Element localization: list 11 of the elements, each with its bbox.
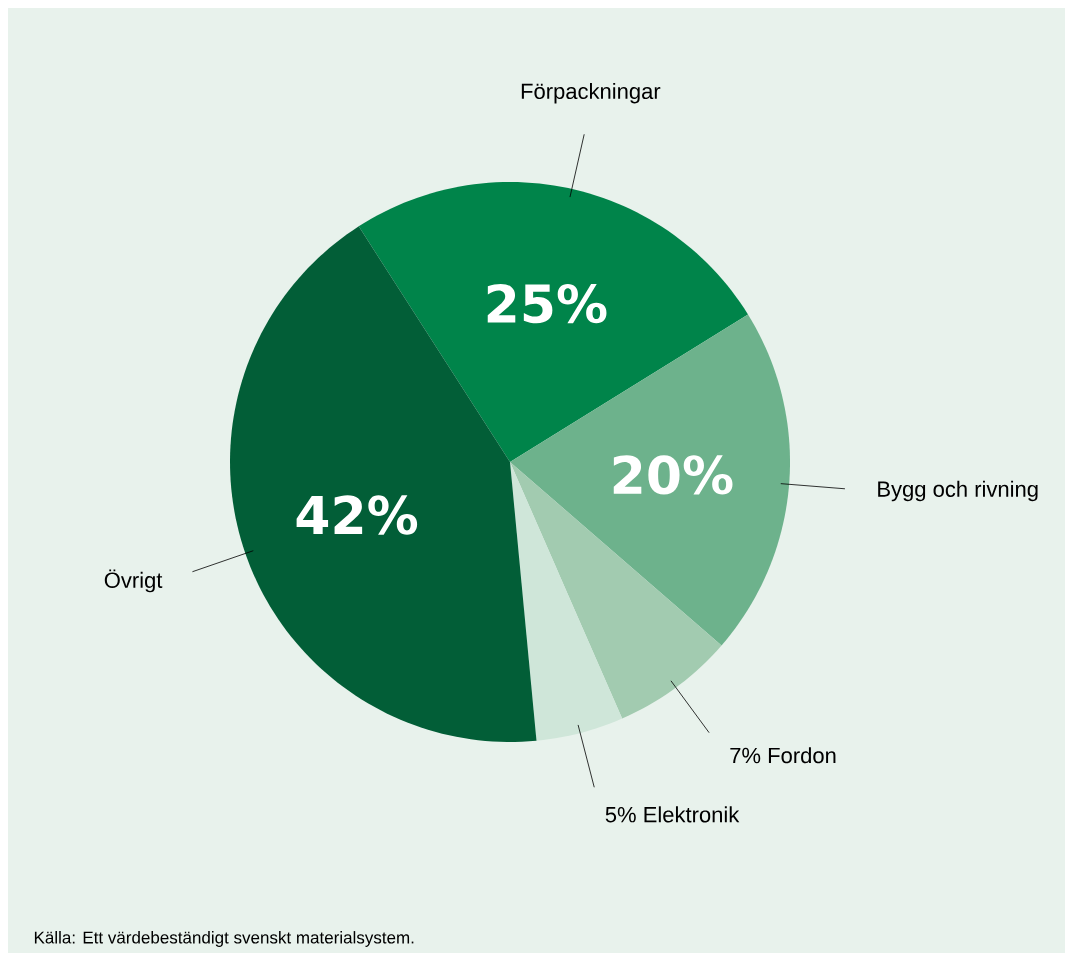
- slice-label: Fordon: [768, 747, 836, 764]
- data-label: 5%: [605, 806, 636, 823]
- data-label: 20%: [613, 455, 733, 495]
- data-label: 25%: [487, 283, 607, 324]
- text: Källa: Ett värdebeständigt svenskt materialsystem.: [34, 931, 414, 947]
- slice-label: Övrigt: [104, 569, 163, 593]
- slice-label: Förpackningar: [521, 82, 661, 104]
- data-label: 42%: [296, 495, 418, 535]
- slice-label: Bygg och rivning: [878, 480, 1038, 502]
- data-label: 7%: [730, 747, 761, 764]
- slice-label: Elektronik: [644, 806, 740, 823]
